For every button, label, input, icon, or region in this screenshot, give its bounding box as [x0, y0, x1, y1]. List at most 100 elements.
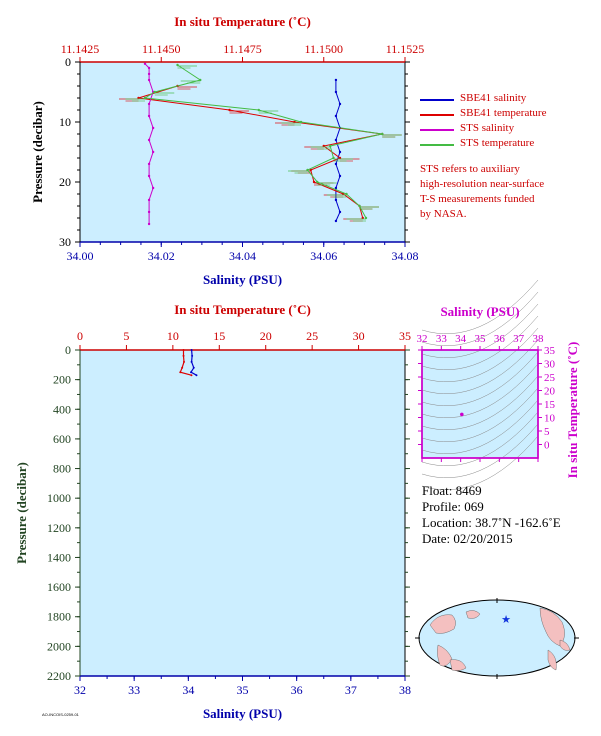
density-contour: [421, 363, 539, 418]
upper-y-tick-label: 20: [59, 175, 71, 189]
data-point: [183, 360, 185, 363]
data-point: [181, 366, 184, 369]
map-landmass: [429, 614, 456, 634]
map-landmass: [547, 649, 557, 671]
upper-x-axis-title: Salinity (PSU): [203, 272, 282, 287]
data-point: [381, 132, 384, 136]
legend-label: SBE41 salinity: [460, 92, 527, 104]
data-point: [338, 102, 342, 106]
ts-density-contours: [421, 279, 539, 490]
lower-y-tick-label: 600: [53, 432, 71, 446]
lower-y-tick-label: 800: [53, 462, 71, 476]
float-id: Float: 8469: [422, 483, 482, 498]
upper-x2-axis-title: In situ Temperature (˚C): [174, 14, 311, 29]
upper-x-tick-label: 34.02: [148, 249, 175, 263]
legend-swatch: [420, 114, 454, 116]
data-point: [176, 63, 179, 67]
ts-y-tick-label: 20: [544, 386, 556, 398]
legend-swatch: [420, 99, 454, 101]
lower-y-tick-label: 0: [65, 343, 71, 357]
location: Location: 38.7˚N -162.6˚E: [422, 515, 561, 530]
ts-x-tick-label: 37: [513, 333, 525, 345]
lower-x2-tick-label: 20: [260, 329, 272, 343]
map-landmass: [465, 610, 481, 619]
legend-swatch: [420, 129, 454, 131]
ts-x-tick-label: 34: [455, 333, 467, 345]
data-point: [151, 186, 155, 190]
data-point: [147, 174, 151, 178]
location-map: ★: [415, 598, 579, 679]
lower-x2-tick-label: 0: [77, 329, 83, 343]
data-point: [316, 180, 319, 184]
lower-y-tick-label: 2200: [47, 669, 71, 683]
upper-y-axis-title: Pressure (decibar): [30, 101, 45, 203]
ts-x-axis-title: Salinity (PSU): [440, 304, 519, 319]
data-point: [312, 180, 316, 184]
data-point: [334, 186, 338, 190]
data-point: [309, 168, 312, 172]
data-point: [151, 150, 155, 154]
lower-series-salinity: [190, 349, 198, 377]
lower-y-tick-label: 200: [53, 373, 71, 387]
map-landmass: [449, 659, 467, 671]
data-point: [147, 114, 151, 118]
series-line: [143, 64, 383, 219]
ts-y-tick-label: 5: [544, 426, 550, 438]
sts-note: STS refers to auxiliary high-resolution …: [420, 162, 544, 222]
ts-y-tick-label: 35: [544, 345, 556, 357]
footer-code: AO-INCOIS-0259-01: [42, 712, 79, 717]
density-contour: [421, 423, 539, 478]
lower-series-temperature: [179, 349, 193, 377]
data-point: [334, 162, 338, 166]
density-contour: [421, 351, 539, 406]
density-contour: [421, 435, 539, 490]
upper-x2-tick-label: 11.1500: [304, 42, 343, 56]
density-contour: [421, 315, 539, 370]
lower-x2-axis-title: In situ Temperature (˚C): [174, 302, 311, 317]
note-line: high-resolution near-surface: [420, 178, 545, 190]
data-point: [338, 210, 342, 214]
lower-plot-area: [79, 349, 406, 677]
legend-label: STS salinity: [460, 122, 515, 134]
data-point: [338, 174, 342, 178]
upper-x2-tick-label: 11.1425: [61, 42, 100, 56]
lower-x-tick-label: 37: [345, 683, 357, 697]
data-point: [257, 108, 260, 112]
upper-x2-tick-label: 11.1525: [386, 42, 425, 56]
data-point: [338, 150, 342, 154]
ts-x-tick-label: 35: [475, 333, 487, 345]
ts-y-tick-label: 15: [544, 399, 556, 411]
upper-plot-area: [79, 61, 406, 243]
data-point: [153, 90, 156, 94]
data-point: [182, 354, 185, 357]
data-point: [147, 198, 151, 202]
data-point: [334, 114, 338, 118]
data-point: [147, 162, 151, 166]
data-point: [334, 90, 338, 94]
data-point: [192, 366, 195, 369]
data-point: [182, 349, 185, 351]
legend-label: STS temperature: [460, 137, 535, 149]
ts-x-tick-label: 33: [436, 333, 448, 345]
data-point: [306, 168, 309, 172]
series-line: [179, 350, 192, 376]
upper-x2-tick-label: 11.1475: [223, 42, 262, 56]
lower-y-tick-label: 1200: [47, 521, 71, 535]
data-point: [332, 156, 335, 160]
profile-number: Profile: 069: [422, 499, 484, 514]
upper-x-tick-label: 34.00: [67, 249, 94, 263]
upper-x2-tick-label: 11.1450: [142, 42, 181, 56]
ts-y-tick-label: 25: [544, 372, 556, 384]
ts-y-tick-label: 30: [544, 359, 556, 371]
data-point: [329, 144, 332, 148]
lower-x-tick-label: 32: [74, 683, 86, 697]
data-point: [364, 216, 368, 220]
lower-x-tick-label: 33: [128, 683, 140, 697]
data-point: [147, 222, 151, 226]
lower-x2-tick-label: 10: [167, 329, 179, 343]
lower-x2-tick-label: 30: [353, 329, 365, 343]
data-point: [147, 78, 151, 82]
ts-y-axis-title: In situ Temperature (˚C): [565, 342, 580, 479]
data-point: [190, 371, 193, 374]
